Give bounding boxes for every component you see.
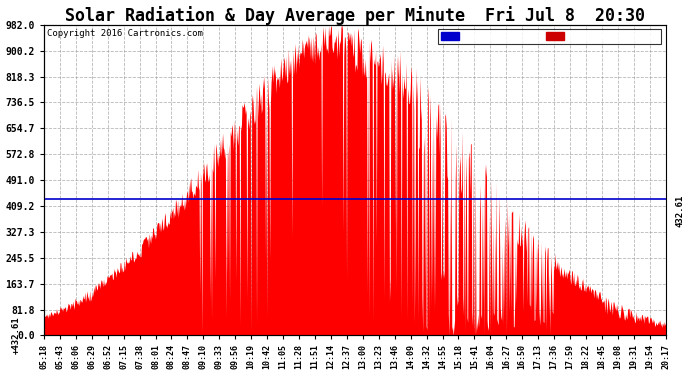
Title: Solar Radiation & Day Average per Minute  Fri Jul 8  20:30: Solar Radiation & Day Average per Minute… [65,6,645,24]
Legend: Median  (w/m2), Radiation  (w/m2): Median (w/m2), Radiation (w/m2) [438,29,661,44]
Text: Copyright 2016 Cartronics.com: Copyright 2016 Cartronics.com [47,29,203,38]
Text: +432.61: +432.61 [12,316,21,354]
